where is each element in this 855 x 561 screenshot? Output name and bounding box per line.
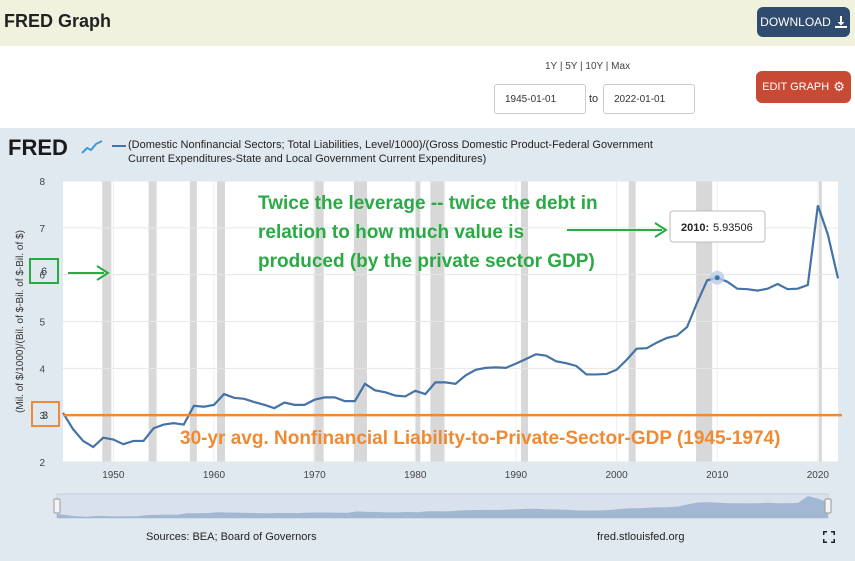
- y-tick-label: 4: [39, 364, 45, 375]
- header-bar: FRED Graph DOWNLOAD: [0, 0, 855, 46]
- green-arrow-left-head: [96, 265, 110, 281]
- boxed-6-frame: [29, 258, 59, 284]
- navigator-series-area: [57, 496, 828, 518]
- edit-graph-button[interactable]: EDIT GRAPH ⚙: [756, 71, 851, 103]
- y-tick-label: 5: [39, 318, 45, 329]
- series-line: [62, 204, 840, 449]
- boxed-6-label: 6: [41, 266, 47, 278]
- x-tick-label: 1980: [404, 470, 427, 481]
- fred-logo-chart-icon: [81, 140, 103, 154]
- boxed-3-frame: [31, 401, 60, 427]
- x-tick-label: 1950: [102, 470, 125, 481]
- x-tick-label: 1960: [203, 470, 226, 481]
- y-tick-label: 6: [39, 271, 45, 282]
- tooltip-box: [669, 210, 766, 243]
- range-links[interactable]: 1Y | 5Y | 10Y | Max: [545, 61, 631, 72]
- x-tick-label: 2010: [706, 470, 729, 481]
- legend-swatch: [112, 145, 126, 147]
- footer-url[interactable]: fred.stlouisfed.org: [597, 531, 685, 543]
- x-tick-label: 2020: [807, 470, 830, 481]
- y-tick-label: 2: [39, 458, 45, 469]
- fred-logo: FRED: [8, 135, 68, 160]
- x-tick-label: 2000: [605, 470, 628, 481]
- fullscreen-icon[interactable]: [823, 531, 835, 543]
- y-tick-label: 3: [39, 411, 45, 422]
- green-annotation-line-1: Twice the leverage -- twice the debt in: [258, 193, 598, 214]
- y-tick-label: 8: [39, 177, 45, 188]
- edit-graph-label: EDIT GRAPH: [762, 81, 830, 93]
- x-tick-label: 1990: [505, 470, 528, 481]
- page-title: FRED Graph: [4, 11, 112, 31]
- legend-text: (Domestic Nonfinancial Sectors; Total Li…: [128, 138, 728, 166]
- hover-point: [714, 275, 720, 281]
- y-axis-label: (Mil. of $/1000)/(Bil. of $-Bil. of $-Bi…: [15, 230, 26, 413]
- boxed-3-label: 3: [42, 410, 48, 422]
- footer-sources: Sources: BEA; Board of Governors: [146, 531, 317, 543]
- legend-line-1: (Domestic Nonfinancial Sectors; Total Li…: [128, 139, 653, 151]
- y-tick-label: 7: [39, 224, 45, 235]
- navigator-handle-right: [824, 498, 832, 514]
- download-label: DOWNLOAD: [760, 15, 831, 29]
- tooltip-year: 2010:: [681, 222, 709, 234]
- x-tick-label: 1970: [303, 470, 326, 481]
- orange-annotation: 30-yr avg. Nonfinancial Liability-to-Pri…: [180, 428, 780, 449]
- green-annotation-line-3: produced (by the private sector GDP): [258, 251, 595, 272]
- green-annotation-line-2: relation to how much value is: [258, 222, 524, 243]
- end-date-input[interactable]: 2022-01-01: [603, 84, 695, 114]
- navigator-handle-left: [53, 498, 61, 514]
- green-arrow-right-head: [654, 222, 668, 238]
- to-label: to: [589, 93, 599, 105]
- tooltip-value: 5.93506: [713, 222, 753, 234]
- download-button[interactable]: DOWNLOAD: [757, 7, 850, 37]
- download-icon: [834, 16, 847, 28]
- gear-icon: ⚙: [833, 79, 845, 94]
- legend-line-2: Current Expenditures-State and Local Gov…: [128, 153, 487, 165]
- start-date-input[interactable]: 1945-01-01: [494, 84, 586, 114]
